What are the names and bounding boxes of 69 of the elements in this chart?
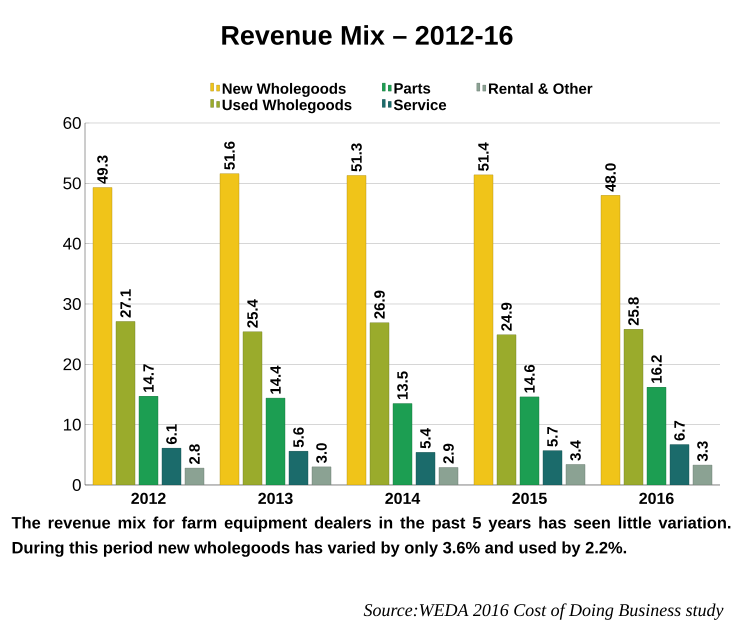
bar bbox=[600, 195, 620, 485]
x-tick-label: 2013 bbox=[258, 492, 293, 504]
source-note: Source:WEDA 2016 Cost of Doing Business study bbox=[364, 603, 724, 620]
data-label: 51.6 bbox=[224, 142, 235, 170]
bar bbox=[162, 448, 182, 485]
legend-label: Rental & Other bbox=[488, 82, 592, 94]
x-tick-label: 2015 bbox=[512, 492, 547, 504]
legend-label: Used Wholegoods bbox=[222, 99, 352, 114]
bar bbox=[184, 468, 204, 485]
data-label: 26.9 bbox=[374, 290, 385, 319]
data-label: 16.2 bbox=[651, 355, 662, 383]
data-label: 5.4 bbox=[420, 428, 431, 448]
data-label: 14.7 bbox=[143, 364, 154, 392]
bar bbox=[138, 396, 158, 485]
bar bbox=[474, 174, 494, 485]
y-tick-label: 10 bbox=[64, 418, 81, 431]
data-label: 6.7 bbox=[674, 420, 685, 440]
data-label: 2.8 bbox=[189, 444, 200, 464]
bar bbox=[520, 396, 540, 485]
data-label: 25.8 bbox=[628, 297, 639, 326]
legend-label: New Wholegoods bbox=[222, 82, 346, 97]
y-tick-label: 60 bbox=[64, 116, 81, 129]
x-tick-label: 2012 bbox=[131, 492, 166, 504]
y-tick-label: 30 bbox=[63, 298, 81, 310]
data-label: 6.1 bbox=[166, 424, 177, 444]
bar bbox=[116, 321, 136, 485]
bar bbox=[692, 464, 712, 485]
x-tick-label: 2016 bbox=[639, 492, 674, 504]
data-label: 24.9 bbox=[501, 302, 512, 331]
x-tick-label: 2014 bbox=[385, 492, 420, 504]
y-tick-label: 0 bbox=[72, 478, 81, 491]
data-label: 25.4 bbox=[247, 299, 258, 328]
bar bbox=[416, 452, 436, 485]
bar bbox=[392, 403, 412, 485]
bar bbox=[670, 444, 690, 485]
legend-label: Parts bbox=[394, 83, 430, 94]
data-label: 49.3 bbox=[97, 155, 108, 184]
bar bbox=[346, 175, 366, 485]
data-label: 51.3 bbox=[351, 143, 362, 172]
bar bbox=[242, 332, 262, 485]
bar bbox=[288, 451, 308, 485]
data-label: 3.0 bbox=[316, 443, 327, 464]
data-label: 13.5 bbox=[397, 371, 408, 400]
bar bbox=[92, 187, 112, 485]
data-label: 3.4 bbox=[570, 440, 581, 461]
data-label: 48.0 bbox=[605, 163, 616, 192]
data-label: 2.9 bbox=[443, 444, 454, 464]
legend-label: Service bbox=[394, 99, 446, 110]
data-label: 14.6 bbox=[524, 364, 535, 392]
bar bbox=[624, 329, 644, 485]
bar bbox=[312, 466, 332, 485]
bar bbox=[220, 173, 240, 485]
bar bbox=[542, 450, 562, 485]
data-label: 5.7 bbox=[547, 426, 558, 447]
text: The revenue mix for farm equipment dealers in the past 5 years has seen little variation. During this period new wholegoods has varied by only 3.6% and used by 2.2%. bbox=[12, 516, 730, 557]
data-label: 27.1 bbox=[120, 289, 131, 318]
data-label: 3.3 bbox=[697, 441, 708, 462]
bar bbox=[370, 322, 390, 485]
bar bbox=[646, 387, 666, 485]
y-tick-label: 40 bbox=[63, 238, 81, 250]
bar bbox=[496, 334, 516, 485]
bar bbox=[566, 464, 586, 485]
chart-title: Revenue Mix – 2012-16 bbox=[222, 25, 513, 45]
data-label: 51.4 bbox=[478, 142, 489, 171]
y-tick-label: 50 bbox=[63, 177, 81, 190]
bar bbox=[266, 398, 286, 485]
data-label: 14.4 bbox=[270, 366, 281, 394]
data-label: 5.6 bbox=[293, 427, 304, 448]
y-tick-label: 20 bbox=[64, 358, 81, 370]
